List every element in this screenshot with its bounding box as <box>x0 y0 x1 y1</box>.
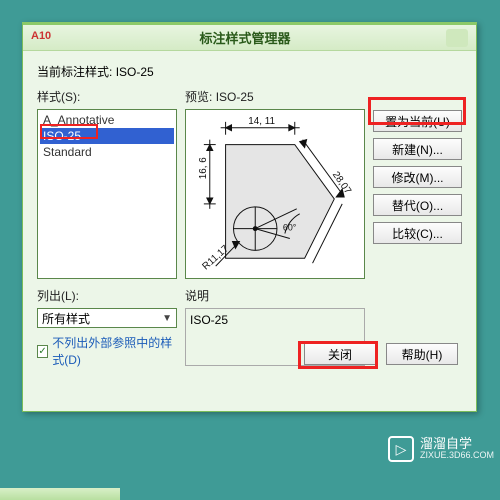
override-button[interactable]: 替代(O)... <box>373 194 462 216</box>
checkbox-icon[interactable]: ✓ <box>37 345 48 358</box>
styles-listbox[interactable]: A_Annotative ISO-25 Standard <box>37 109 177 279</box>
help-button[interactable]: 帮助(H) <box>386 343 458 365</box>
dialog-content: 当前标注样式: ISO-25 样式(S): A_Annotative ISO-2… <box>23 51 476 380</box>
svg-text:14, 11: 14, 11 <box>248 116 275 127</box>
description-label: 说明 <box>185 287 365 304</box>
watermark-url: ZIXUE.3D66.COM <box>420 451 494 461</box>
close-window-icon[interactable] <box>446 29 468 47</box>
dialog-title: 标注样式管理器 <box>47 28 443 47</box>
current-style-row: 当前标注样式: ISO-25 <box>37 63 462 80</box>
ext-ref-checkbox-row[interactable]: ✓ 不列出外部参照中的样式(D) <box>37 334 177 368</box>
close-button[interactable]: 关闭 <box>304 343 376 365</box>
current-style-label: 当前标注样式: <box>37 65 112 79</box>
chevron-down-icon: ▼ <box>162 313 172 324</box>
preview-label-row: 预览: ISO-25 <box>185 88 365 105</box>
play-icon: ▷ <box>388 436 414 462</box>
list-filter-label: 列出(L): <box>37 287 177 304</box>
list-filter-dropdown[interactable]: 所有样式 ▼ <box>37 308 177 328</box>
taskbar-fragment <box>0 488 120 500</box>
titlebar[interactable]: A10 标注样式管理器 <box>23 25 476 51</box>
new-button[interactable]: 新建(N)... <box>373 138 462 160</box>
list-item[interactable]: A_Annotative <box>40 112 174 128</box>
preview-svg: 14, 11 16, 6 28,07 60° R11,17 <box>186 110 364 278</box>
svg-text:28,07: 28,07 <box>330 170 353 197</box>
compare-button[interactable]: 比较(C)... <box>373 222 462 244</box>
styles-label: 样式(S): <box>37 88 177 105</box>
preview-panel: 14, 11 16, 6 28,07 60° R11,17 <box>185 109 365 279</box>
svg-text:16, 6: 16, 6 <box>198 157 209 179</box>
current-style-value: ISO-25 <box>116 65 154 79</box>
dialog-bottom-buttons: 关闭 帮助(H) <box>304 343 458 365</box>
dropdown-value: 所有样式 <box>42 310 90 327</box>
set-current-button[interactable]: 置为当前(U) <box>373 110 462 132</box>
app-icon: A10 <box>31 30 47 46</box>
preview-value: ISO-25 <box>216 90 254 104</box>
modify-button[interactable]: 修改(M)... <box>373 166 462 188</box>
watermark: ▷ 溜溜自学 ZIXUE.3D66.COM <box>388 436 494 462</box>
watermark-name: 溜溜自学 <box>420 437 494 451</box>
ext-ref-checkbox-label: 不列出外部参照中的样式(D) <box>52 334 177 368</box>
preview-label: 预览: <box>185 90 212 104</box>
dimension-style-manager-dialog: A10 标注样式管理器 当前标注样式: ISO-25 样式(S): A_Anno… <box>22 22 477 412</box>
description-value: ISO-25 <box>190 313 228 327</box>
list-item[interactable]: Standard <box>40 144 174 160</box>
list-item[interactable]: ISO-25 <box>40 128 174 144</box>
svg-text:60°: 60° <box>283 223 297 233</box>
